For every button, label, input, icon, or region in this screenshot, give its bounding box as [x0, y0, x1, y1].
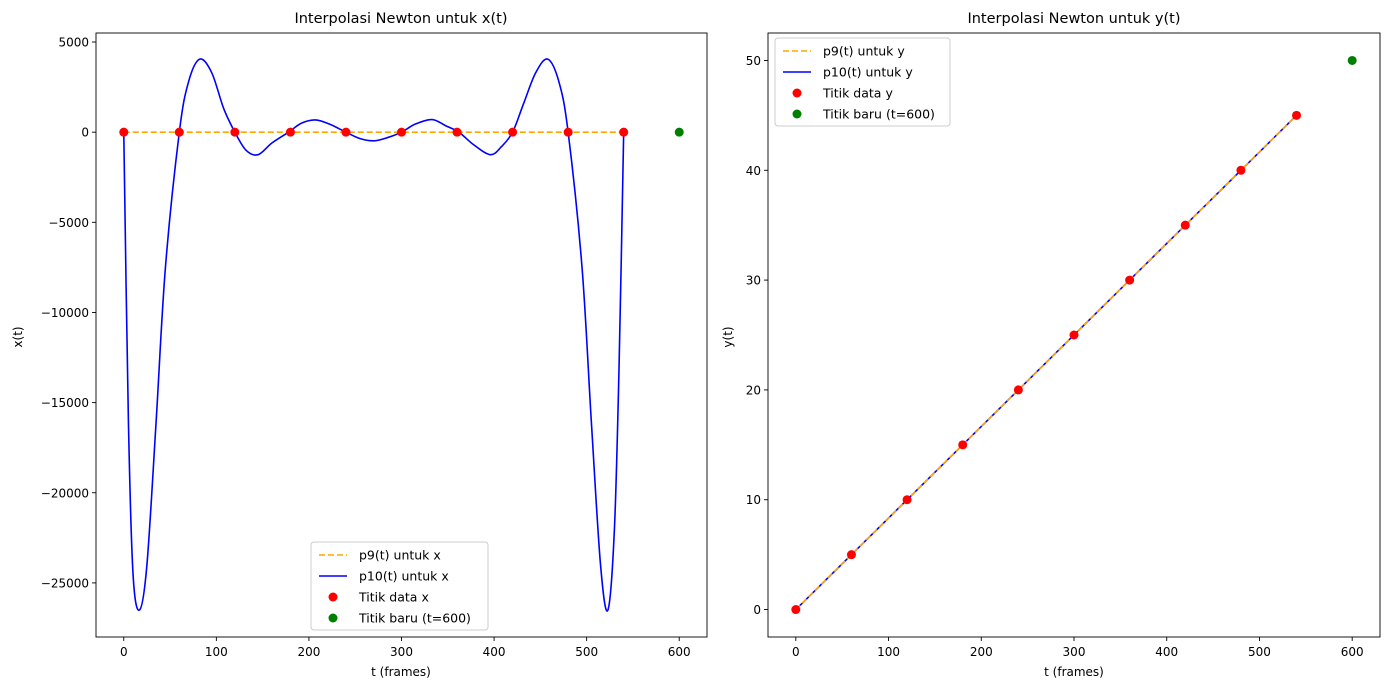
y-tick-label: 20 [746, 383, 761, 397]
y-tick-label: −10000 [41, 306, 89, 320]
data-point [1069, 330, 1079, 340]
legend-label: p10(t) untuk y [823, 65, 913, 80]
data-point [174, 127, 184, 137]
legend-label: p9(t) untuk y [823, 44, 905, 59]
y-tick-label: 0 [81, 126, 89, 140]
legend-marker-swatch [792, 88, 802, 98]
chart-title: Interpolasi Newton untuk x(t) [294, 11, 507, 27]
y-tick-label: −15000 [41, 396, 89, 410]
y-tick-label: −5000 [48, 216, 89, 230]
x-tick-label: 400 [483, 645, 506, 659]
data-point [119, 127, 129, 137]
x-tick-label: 200 [970, 645, 993, 659]
chart-title: Interpolasi Newton untuk y(t) [967, 11, 1180, 27]
data-point [563, 127, 573, 137]
plot-area [795, 114, 1298, 611]
legend-marker-swatch [792, 109, 802, 119]
new-point [674, 127, 684, 137]
axes-frame [95, 32, 708, 638]
y-tick-label: −25000 [41, 576, 89, 590]
x-tick-label: 400 [1155, 645, 1178, 659]
x-tick-label: 0 [792, 645, 800, 659]
data-point [452, 127, 462, 137]
legend: p9(t) untuk x p10(t) untuk x Titik data x T… [310, 541, 489, 631]
y-tick-label: 0 [753, 603, 761, 617]
legend-label: p9(t) untuk x [359, 548, 441, 563]
x-tick-label: 300 [390, 645, 413, 659]
x-tick-label: 100 [205, 645, 228, 659]
y-axis-label: y(t) [721, 326, 735, 347]
data-point [341, 127, 351, 137]
data-point [1292, 110, 1302, 120]
legend: p9(t) untuk y p10(t) untuk y Titik data y T… [774, 37, 951, 127]
series-line-p9 [795, 114, 1298, 611]
legend-label: Titik baru (t=600) [822, 107, 935, 122]
axes-frame [767, 32, 1381, 638]
x-axis-label: t (frames) [1044, 665, 1104, 679]
y-tick-label: 10 [746, 493, 761, 507]
y-tick-label: 30 [746, 274, 761, 288]
y-tick-label: 50 [746, 54, 761, 68]
data-point [1125, 275, 1135, 285]
data-point [846, 550, 856, 560]
data-point [230, 127, 240, 137]
y-tick-label: −20000 [41, 486, 89, 500]
y-tick-label: 5000 [58, 36, 89, 50]
x-tick-label: 100 [877, 645, 900, 659]
legend-marker-swatch [328, 613, 338, 623]
legend-label: Titik baru (t=600) [358, 611, 471, 626]
x-tick-label: 300 [1063, 645, 1086, 659]
x-tick-label: 600 [668, 645, 691, 659]
x-tick-label: 0 [120, 645, 128, 659]
legend-box [774, 37, 951, 127]
x-axis-label: t (frames) [371, 665, 431, 679]
legend-label: p10(t) untuk x [359, 569, 449, 584]
x-tick-label: 200 [297, 645, 320, 659]
data-point [1013, 385, 1023, 395]
new-point [1347, 55, 1357, 65]
data-point [508, 127, 518, 137]
data-point [285, 127, 295, 137]
x-tick-label: 500 [1248, 645, 1271, 659]
data-point [619, 127, 629, 137]
data-point [791, 605, 801, 615]
chart-x: Interpolasi Newton untuk x(t) t (frames)… [11, 11, 708, 679]
legend-marker-swatch [328, 592, 338, 602]
data-point [397, 127, 406, 137]
plot-area [122, 58, 625, 612]
data-point [958, 440, 968, 450]
x-tick-label: 500 [575, 645, 598, 659]
legend-label: Titik data y [822, 86, 893, 101]
x-tick-label: 600 [1341, 645, 1364, 659]
data-point [1236, 165, 1246, 175]
legend-box [310, 541, 489, 631]
chart-y: Interpolasi Newton untuk y(t) t (frames)… [721, 11, 1381, 679]
data-point [1180, 220, 1190, 230]
y-tick-label: 40 [746, 164, 761, 178]
data-point [902, 495, 912, 505]
series-line-p10 [122, 58, 625, 612]
legend-label: Titik data x [358, 590, 429, 605]
y-axis-label: x(t) [11, 326, 25, 347]
